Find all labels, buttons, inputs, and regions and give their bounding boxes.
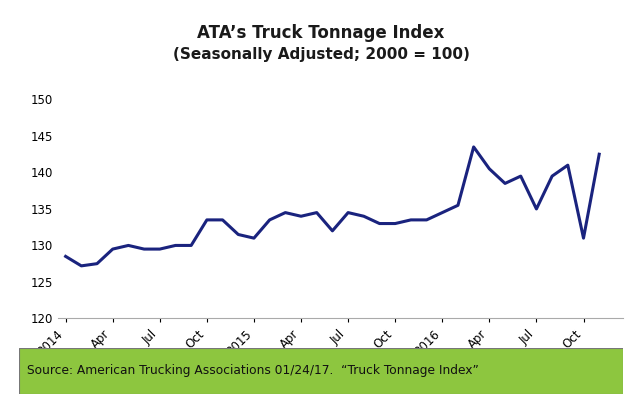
- Text: (Seasonally Adjusted; 2000 = 100): (Seasonally Adjusted; 2000 = 100): [173, 47, 469, 62]
- Text: ATA’s Truck Tonnage Index: ATA’s Truck Tonnage Index: [197, 24, 445, 42]
- Text: Source: American Trucking Associations 01/24/17.  “Truck Tonnage Index”: Source: American Trucking Associations 0…: [26, 364, 478, 377]
